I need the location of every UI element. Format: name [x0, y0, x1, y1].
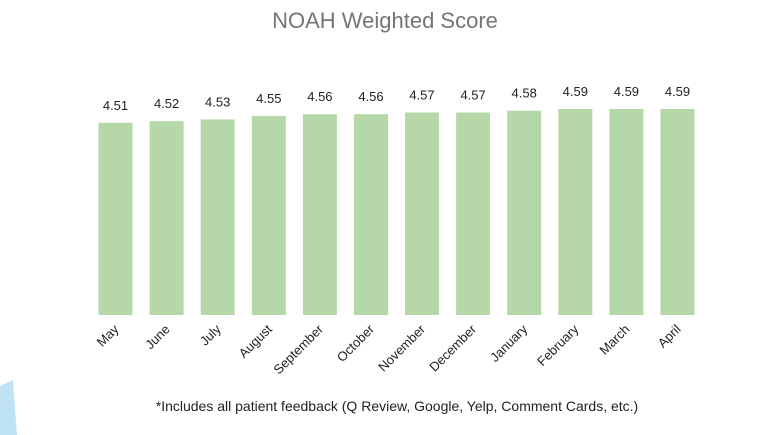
bar-january [507, 110, 542, 315]
x-tick-label-march: March [596, 322, 632, 358]
data-label-december: 4.57 [460, 88, 485, 103]
bar-february [558, 109, 593, 315]
data-label-september: 4.56 [307, 89, 332, 104]
data-label-august: 4.55 [256, 91, 281, 106]
x-tick-label-june: June [142, 322, 173, 353]
x-tick-label-february: February [534, 321, 582, 369]
data-label-october: 4.56 [358, 89, 383, 104]
corner-decoration-shape [0, 380, 17, 435]
x-tick-label-september: September [270, 321, 326, 377]
data-label-july: 4.53 [205, 94, 230, 109]
footnote: *Includes all patient feedback (Q Review… [156, 398, 638, 414]
bar-may [98, 122, 133, 315]
data-label-may: 4.51 [103, 98, 128, 113]
bar-june [149, 121, 184, 315]
bar-september [302, 114, 337, 315]
bar-november [405, 112, 439, 315]
x-tick-label-december: December [426, 321, 479, 374]
bar-july [200, 119, 235, 316]
x-tick-label-august: August [236, 321, 275, 360]
bar-august [251, 115, 286, 316]
x-tick-label-july: July [197, 321, 224, 348]
data-label-january: 4.58 [512, 86, 537, 101]
data-label-november: 4.57 [409, 88, 434, 103]
data-labels: 4.51 4.52 4.53 4.55 4.56 4.56 4.57 4.57 4.58 4.59… [103, 84, 690, 113]
chart-title: NOAH Weighted Score [272, 8, 498, 33]
x-tick-label-october: October [334, 321, 378, 365]
data-label-june: 4.52 [154, 96, 179, 111]
x-tick-label-january: January [487, 321, 531, 365]
x-tick-label-may: May [94, 321, 122, 349]
data-label-february: 4.59 [563, 84, 588, 99]
bar-series [98, 109, 695, 316]
x-tick-label-april: April [655, 321, 684, 350]
bar-march [609, 109, 644, 315]
x-tick-label-november: November [375, 321, 428, 374]
bar-october [354, 114, 388, 315]
data-label-march: 4.59 [614, 84, 639, 99]
bar-april [660, 109, 695, 315]
bar-december [456, 112, 491, 315]
data-label-april: 4.59 [665, 84, 690, 99]
